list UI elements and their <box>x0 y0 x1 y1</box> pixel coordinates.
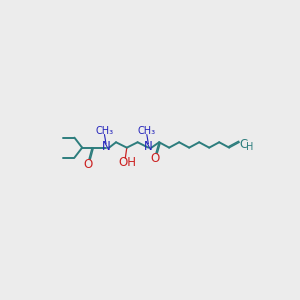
Text: N: N <box>144 140 153 153</box>
Text: O: O <box>84 158 93 171</box>
Text: OH: OH <box>118 156 136 169</box>
Text: N: N <box>102 140 110 153</box>
Text: CH₃: CH₃ <box>95 126 113 136</box>
Text: CH₃: CH₃ <box>138 126 156 136</box>
Text: C: C <box>240 138 248 151</box>
Text: O: O <box>151 152 160 165</box>
Text: H: H <box>246 142 254 152</box>
